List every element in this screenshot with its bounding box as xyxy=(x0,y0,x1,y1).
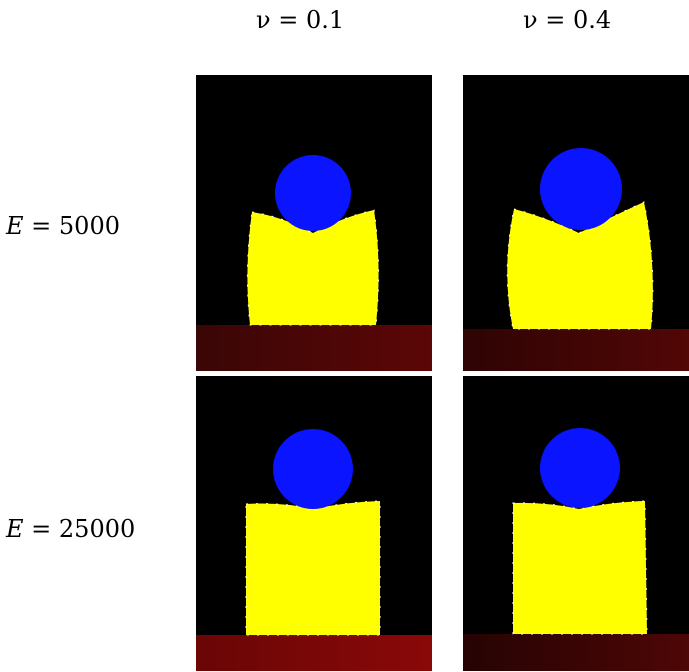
row-label-value: = 25000 xyxy=(23,515,136,543)
column-label-nu-0.4: ν = 0.4 xyxy=(523,6,612,34)
rigid-sphere xyxy=(275,155,351,231)
simulation-panel-e5000-nu0.4 xyxy=(463,75,689,371)
ground-plane xyxy=(463,634,689,671)
rigid-sphere xyxy=(540,148,622,230)
deformable-block xyxy=(512,500,648,635)
ground-plane xyxy=(196,325,432,371)
row-label-variable: E xyxy=(6,515,24,543)
ground-plane xyxy=(196,635,432,671)
row-label-value: = 5000 xyxy=(23,212,120,240)
ground-plane xyxy=(463,329,689,371)
simulation-panel-e5000-nu0.1 xyxy=(196,75,432,371)
simulation-panel-e25000-nu0.1 xyxy=(196,376,432,672)
row-label-e-5000: E = 5000 xyxy=(6,212,120,240)
deformable-block xyxy=(506,201,654,330)
row-label-variable: E xyxy=(6,212,24,240)
row-label-e-25000: E = 25000 xyxy=(6,515,135,543)
column-label-nu-0.1: ν = 0.1 xyxy=(256,6,345,34)
rigid-sphere xyxy=(540,428,620,508)
deformable-block xyxy=(245,500,381,636)
simulation-panel-e25000-nu0.4 xyxy=(463,376,689,672)
rigid-sphere xyxy=(273,429,353,509)
